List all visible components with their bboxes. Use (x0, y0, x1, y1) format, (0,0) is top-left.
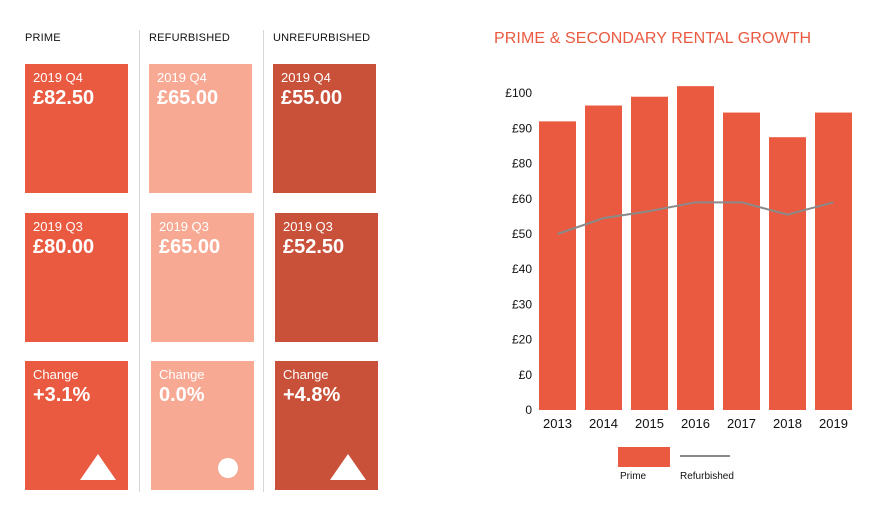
bar-prime-2018 (769, 137, 806, 410)
x-tick-label: 2019 (819, 416, 848, 431)
card-value: 0.0% (159, 384, 205, 406)
rental-growth-chart: 0 £0 £20 £30 £40 £50 £60 £80 £90 £100 2013 2014 2015… (505, 86, 852, 482)
card-value: +4.8% (283, 384, 341, 406)
card-value: £82.50 (33, 87, 95, 109)
x-tick-label: 2014 (589, 416, 618, 431)
y-tick-label: £80 (512, 157, 532, 171)
card-label: 2019 Q3 (159, 219, 209, 234)
up-triangle-icon (330, 454, 366, 480)
bar-prime-2015 (631, 96, 668, 410)
bar-prime-2014 (585, 105, 622, 410)
prime-q4-card: 2019 Q4 £82.50 (25, 64, 128, 193)
card-label: 2019 Q3 (283, 219, 333, 234)
y-tick-label: £60 (512, 192, 532, 206)
unrefurbished-change-card: Change +4.8% (275, 361, 378, 490)
up-triangle-icon (80, 454, 116, 480)
card-label: Change (159, 367, 205, 382)
bar-prime-2016 (677, 86, 714, 410)
column-divider (139, 30, 140, 492)
card-label: Change (33, 367, 79, 382)
y-tick-label: £40 (512, 262, 532, 276)
card-value: £55.00 (281, 87, 343, 109)
card-value: £80.00 (33, 236, 95, 258)
circle-icon (218, 458, 238, 478)
y-tick-label: £50 (512, 227, 532, 241)
y-tick-label: £20 (512, 333, 532, 347)
line-refurbished (557, 201, 834, 235)
column-header-refurbished: REFURBISHED (149, 32, 231, 44)
y-tick-label: £0 (519, 368, 533, 382)
refurbished-q4-card: 2019 Q4 £65.00 (149, 64, 252, 193)
column-divider (263, 30, 264, 492)
y-tick-label: 0 (525, 403, 532, 417)
card-value: +3.1% (33, 384, 91, 406)
legend-prime-label: Prime (620, 471, 647, 482)
card-label: Change (283, 367, 329, 382)
x-tick-label: 2015 (635, 416, 664, 431)
unrefurbished-q4-card: 2019 Q4 £55.00 (273, 64, 376, 193)
prime-q3-card: 2019 Q3 £80.00 (25, 213, 128, 342)
card-label: 2019 Q4 (157, 70, 207, 85)
card-label: 2019 Q4 (281, 70, 331, 85)
card-value: £65.00 (159, 236, 221, 258)
y-tick-label: £30 (512, 297, 532, 311)
x-tick-label: 2016 (681, 416, 710, 431)
refurbished-change-card: Change 0.0% (151, 361, 254, 490)
legend-refurbished-label: Refurbished (680, 471, 734, 482)
bar-prime-2017 (723, 112, 760, 410)
unrefurbished-q3-card: 2019 Q3 £52.50 (275, 213, 378, 342)
refurbished-q3-card: 2019 Q3 £65.00 (151, 213, 254, 342)
prime-change-card: Change +3.1% (25, 361, 128, 490)
x-tick-label: 2017 (727, 416, 756, 431)
card-value: £65.00 (157, 87, 219, 109)
card-label: 2019 Q4 (33, 70, 83, 85)
y-tick-label: £90 (512, 121, 532, 135)
column-header-prime: PRIME (25, 32, 61, 44)
chart-title: PRIME & SECONDARY RENTAL GROWTH (494, 30, 812, 47)
card-label: 2019 Q3 (33, 219, 83, 234)
bar-prime-2019 (815, 112, 852, 410)
card-value: £52.50 (283, 236, 345, 258)
x-tick-label: 2018 (773, 416, 802, 431)
legend-prime-swatch (618, 447, 670, 467)
y-tick-label: £100 (505, 86, 532, 100)
bar-prime-2013 (539, 121, 576, 411)
column-header-unrefurbished: UNREFURBISHED (273, 32, 371, 44)
x-tick-label: 2013 (543, 416, 572, 431)
